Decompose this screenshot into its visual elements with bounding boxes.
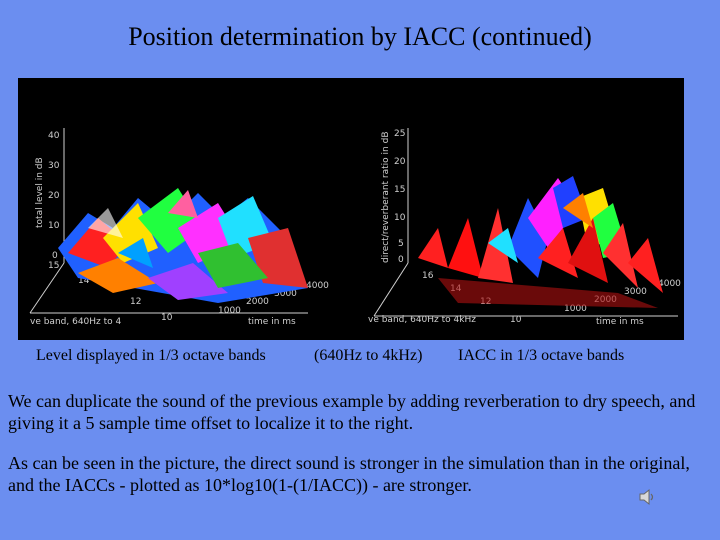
right-y-label: direct/reverberant ratio in dB xyxy=(381,132,391,264)
right-time-tick: 3000 xyxy=(624,287,647,297)
paragraph-duplicate: We can duplicate the sound of the previo… xyxy=(8,391,696,433)
left-time-label: time in ms xyxy=(248,317,296,327)
right-y-tick: 15 xyxy=(394,185,405,195)
caption-iacc: IACC in 1/3 octave bands xyxy=(458,347,625,364)
left-band-label: ve band, 640Hz to 4 xyxy=(30,317,122,327)
left-y-tick: 40 xyxy=(48,131,60,141)
left-time-tick: 4000 xyxy=(306,281,329,291)
left-y-label: total level in dB xyxy=(35,157,45,228)
right-band-tick: 16 xyxy=(422,271,434,281)
right-time-label: time in ms xyxy=(596,317,644,327)
speaker-icon[interactable] xyxy=(636,486,658,508)
right-band-tick: 10 xyxy=(510,315,522,325)
left-y-tick: 20 xyxy=(48,191,60,201)
left-time-tick: 1000 xyxy=(218,306,241,316)
right-y-tick: 25 xyxy=(394,129,405,139)
right-y-tick: 5 xyxy=(398,239,404,249)
slide-title: Position determination by IACC (continue… xyxy=(128,22,592,51)
caption-level: Level displayed in 1/3 octave bands xyxy=(36,347,266,364)
paragraph-comparison: As can be seen in the picture, the direc… xyxy=(8,453,690,495)
right-time-tick: 4000 xyxy=(658,279,681,289)
right-plot: direct/reverberant ratio in dB 25 20 15 … xyxy=(366,78,684,340)
right-surface xyxy=(418,176,663,308)
left-band-tick: 12 xyxy=(130,297,141,307)
right-y-tick: 20 xyxy=(394,157,406,167)
figure-svg: total level in dB 40 30 20 10 0 15 14 12… xyxy=(29,78,684,340)
speaker-icon-svg xyxy=(639,488,654,506)
left-time-tick: 3000 xyxy=(274,289,297,299)
left-y-tick: 30 xyxy=(48,161,60,171)
left-plot: total level in dB 40 30 20 10 0 15 14 12… xyxy=(29,128,329,327)
left-band-tick: 15 xyxy=(48,261,59,271)
right-band-label: ve band, 640Hz to 4kHz xyxy=(368,315,476,325)
right-band-axis xyxy=(373,262,409,317)
left-band-tick: 14 xyxy=(78,276,90,286)
left-band-axis xyxy=(29,262,65,314)
left-y-tick: 0 xyxy=(52,251,58,261)
right-time-tick: 1000 xyxy=(564,304,587,314)
left-time-tick: 2000 xyxy=(246,297,269,307)
caption-range: (640Hz to 4kHz) xyxy=(314,347,423,364)
left-band-tick: 10 xyxy=(161,313,173,323)
right-y-tick: 0 xyxy=(398,255,404,265)
left-surface xyxy=(58,188,308,303)
iacc-figure: total level in dB 40 30 20 10 0 15 14 12… xyxy=(18,78,684,340)
left-y-tick: 10 xyxy=(48,221,60,231)
right-y-tick: 10 xyxy=(394,213,406,223)
